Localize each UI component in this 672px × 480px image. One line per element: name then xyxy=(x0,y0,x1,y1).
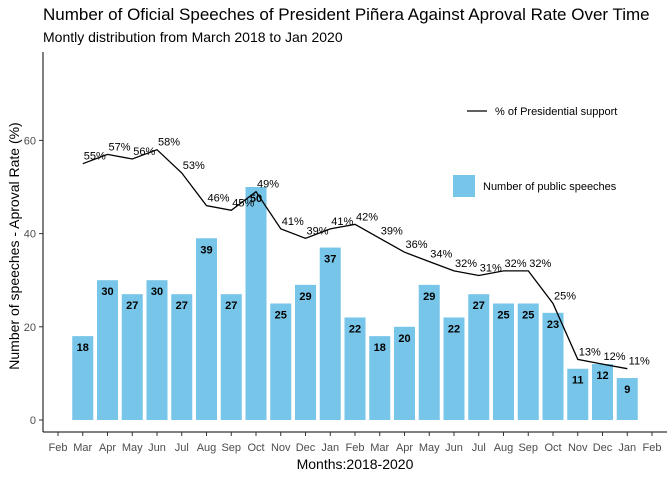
bar xyxy=(419,285,440,420)
bar-value-label: 18 xyxy=(77,342,89,354)
x-tick-label: Aug xyxy=(494,442,514,454)
bar-value-label: 37 xyxy=(324,254,336,266)
support-value-label: 32% xyxy=(455,258,477,270)
bar-value-label: 27 xyxy=(225,300,237,312)
x-tick-label: May xyxy=(122,442,143,454)
legend-bar-key xyxy=(453,175,475,197)
bar-value-label: 27 xyxy=(126,300,138,312)
x-tick-label: May xyxy=(419,442,440,454)
support-value-label: 45% xyxy=(232,197,254,209)
x-tick-label: Sep xyxy=(518,442,538,454)
support-value-label: 41% xyxy=(331,216,353,228)
bar-value-label: 18 xyxy=(374,342,386,354)
legend-line-entry: % of Presidential support xyxy=(467,106,617,118)
bar-value-label: 39 xyxy=(200,244,212,256)
bar-value-label: 25 xyxy=(522,310,534,322)
bar-value-label: 23 xyxy=(547,319,559,331)
x-tick-label: Jun xyxy=(148,442,166,454)
support-value-label: 32% xyxy=(529,258,551,270)
support-value-label: 36% xyxy=(405,239,427,251)
bar-value-label: 11 xyxy=(572,375,584,387)
bar-value-label: 25 xyxy=(497,310,509,322)
y-axis-ticks: 0 20 40 60 xyxy=(24,135,43,427)
bar-value-label: 27 xyxy=(473,300,485,312)
bar-value-label: 25 xyxy=(275,310,287,322)
bar-value-label: 22 xyxy=(349,323,361,335)
bar xyxy=(147,280,168,420)
x-axis-ticks: Feb Mar Apr May Jun Jul Aug Sep Oct Nov Dec Jan Feb M… xyxy=(49,432,662,454)
bar-value-label: 30 xyxy=(151,286,163,298)
y-tick-label: 20 xyxy=(24,322,36,334)
bar xyxy=(246,187,267,420)
x-tick-label: Sep xyxy=(221,442,241,454)
x-tick-label: Mar xyxy=(73,442,92,454)
support-value-label: 12% xyxy=(603,351,625,363)
support-value-label: 41% xyxy=(282,216,304,228)
bar-value-label: 27 xyxy=(176,300,188,312)
x-tick-label: Jun xyxy=(445,442,463,454)
x-tick-label: Mar xyxy=(370,442,389,454)
support-value-label: 39% xyxy=(381,225,403,237)
support-value-label: 49% xyxy=(257,179,279,191)
bar-value-label: 20 xyxy=(398,333,410,345)
x-tick-label: Feb xyxy=(346,442,365,454)
x-tick-label: Oct xyxy=(544,442,561,454)
legend-bar-label: Number of public speeches xyxy=(483,181,617,193)
support-value-label: 46% xyxy=(207,193,229,205)
bar-value-label: 29 xyxy=(299,291,311,303)
bar-value-label: 9 xyxy=(624,384,630,396)
bar xyxy=(97,280,118,420)
support-value-label: 42% xyxy=(356,211,378,223)
bar xyxy=(320,248,341,420)
x-tick-label: Feb xyxy=(643,442,662,454)
x-axis-title: Months:2018-2020 xyxy=(297,456,414,472)
support-value-label: 56% xyxy=(133,146,155,158)
support-value-label: 32% xyxy=(504,258,526,270)
y-tick-label: 0 xyxy=(30,415,36,427)
bar xyxy=(196,238,217,420)
bar xyxy=(468,294,489,420)
support-value-labels: 55%57% 56%58%53%46% 45%49%41%39%41% 42%39%3… xyxy=(84,137,650,368)
x-tick-label: Apr xyxy=(396,442,413,454)
x-tick-label: Dec xyxy=(296,442,316,454)
bar xyxy=(171,294,192,420)
bar xyxy=(122,294,143,420)
x-tick-label: Nov xyxy=(568,442,588,454)
x-tick-label: Feb xyxy=(49,442,68,454)
support-value-label: 57% xyxy=(108,141,130,153)
x-tick-label: Oct xyxy=(247,442,264,454)
support-value-label: 53% xyxy=(183,160,205,172)
support-value-label: 58% xyxy=(158,137,180,149)
x-tick-label: Jul xyxy=(175,442,189,454)
support-value-label: 55% xyxy=(84,151,106,163)
x-tick-label: Nov xyxy=(271,442,291,454)
support-value-label: 34% xyxy=(430,249,452,261)
bar-value-label: 12 xyxy=(596,370,608,382)
y-axis-title: Number of speeches - Aproval Rate (%) xyxy=(6,122,22,369)
support-value-label: 13% xyxy=(579,346,601,358)
bar xyxy=(295,285,316,420)
bar-value-label: 30 xyxy=(101,286,113,298)
bar-value-label: 29 xyxy=(423,291,435,303)
bar-value-label: 22 xyxy=(448,323,460,335)
legend-bar-entry: Number of public speeches xyxy=(453,175,617,197)
x-tick-label: Aug xyxy=(197,442,217,454)
x-tick-label: Jan xyxy=(618,442,636,454)
x-tick-label: Jan xyxy=(321,442,339,454)
support-value-label: 11% xyxy=(629,356,650,368)
x-tick-label: Jul xyxy=(472,442,486,454)
y-tick-label: 60 xyxy=(24,135,36,147)
x-tick-label: Apr xyxy=(99,442,116,454)
bar xyxy=(221,294,242,420)
x-tick-label: Dec xyxy=(593,442,613,454)
legend-line-label: % of Presidential support xyxy=(495,106,617,118)
support-value-label: 39% xyxy=(306,225,328,237)
y-tick-label: 40 xyxy=(24,229,36,241)
support-value-label: 31% xyxy=(480,263,502,275)
support-value-label: 25% xyxy=(554,291,576,303)
